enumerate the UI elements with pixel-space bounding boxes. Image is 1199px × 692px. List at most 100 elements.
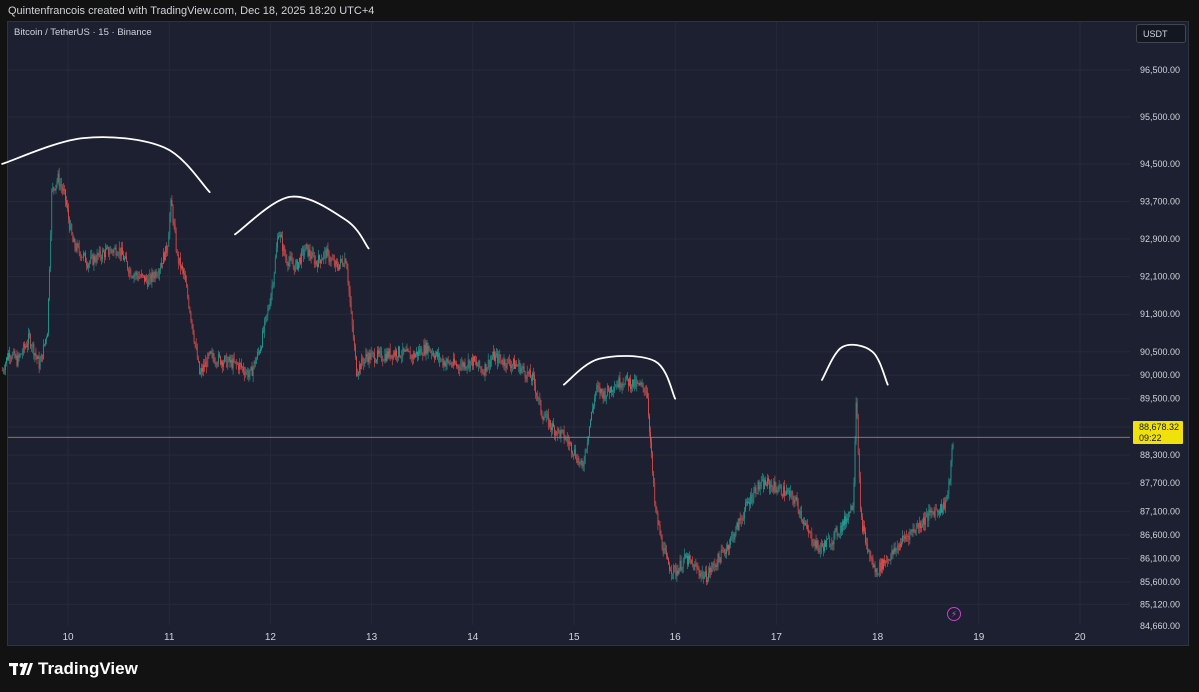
candle-body (882, 559, 883, 569)
candle-body (818, 547, 820, 553)
candle-body (454, 358, 455, 364)
candle-body (706, 571, 707, 582)
annotation-arc (821, 343, 889, 386)
candle-body (341, 259, 343, 262)
candle-body (310, 256, 312, 259)
candle-body (56, 180, 58, 185)
x-tick-label: 17 (771, 632, 783, 643)
candle-body (521, 368, 523, 369)
candle-body (479, 360, 481, 368)
candle-body (224, 356, 225, 363)
candle-body (632, 379, 633, 387)
candle-body (693, 563, 695, 571)
candle-body (639, 383, 641, 386)
candle-body (434, 356, 435, 359)
candle-body (828, 538, 830, 540)
candle-body (614, 387, 616, 391)
candle-body (215, 362, 217, 365)
candle-body (874, 565, 876, 573)
candle-body (130, 269, 132, 277)
candle-body (623, 384, 625, 386)
candle-body (327, 248, 329, 252)
candle-body (840, 526, 842, 532)
candle-body (814, 540, 816, 546)
candle-body (197, 359, 199, 362)
candle-body (292, 263, 294, 266)
currency-selector[interactable]: USDT (1136, 24, 1186, 43)
candle-body (638, 382, 640, 386)
candle-body (911, 530, 913, 532)
candle-body (667, 556, 668, 559)
candle-body (138, 276, 140, 279)
candle-body (727, 545, 728, 550)
candle-body (318, 255, 319, 268)
candle-body (676, 570, 678, 576)
candle-body (371, 352, 373, 354)
candle-body (242, 367, 243, 368)
candle-body (863, 525, 864, 532)
candle-body (299, 257, 300, 263)
chart-frame[interactable] (7, 21, 1189, 646)
candle-body (437, 351, 438, 358)
candle-body (544, 417, 546, 418)
candle-body (660, 534, 662, 537)
candle-body (381, 351, 383, 361)
candle-body (376, 359, 377, 363)
lightning-alert-icon[interactable]: ⚡ (947, 607, 961, 621)
candle-body (931, 510, 933, 513)
candle-body (765, 480, 766, 485)
candle-body (613, 390, 614, 392)
candle-body (240, 363, 241, 364)
candle-body (178, 257, 180, 264)
candle-body (403, 347, 405, 352)
tradingview-logo[interactable]: TradingView (9, 659, 138, 679)
candle-body (149, 274, 151, 279)
candle-body (616, 384, 618, 387)
candle-body (721, 549, 723, 552)
candle-body (264, 320, 266, 332)
y-tick-label: 87,100.00 (1140, 506, 1180, 516)
candle-body (637, 381, 639, 383)
candle-body (723, 549, 725, 553)
candle-body (781, 494, 783, 497)
candle-body (234, 361, 236, 362)
candle-body (935, 509, 937, 511)
candle-body (590, 420, 591, 427)
candle-body (195, 344, 197, 348)
candle-body (768, 478, 769, 481)
candle-body (177, 253, 179, 264)
candle-body (514, 358, 515, 369)
candle-body (845, 516, 846, 524)
candle-body (345, 258, 347, 264)
y-tick-label: 92,100.00 (1140, 272, 1180, 282)
candle-body (799, 511, 801, 515)
candle-body (625, 374, 627, 379)
candle-body (904, 536, 905, 539)
candle-body (24, 344, 25, 348)
annotation-arc (562, 355, 677, 400)
candle-body (761, 479, 763, 481)
candle-body (900, 543, 901, 548)
candle-body (112, 250, 114, 253)
candle-body (90, 256, 92, 262)
candle-body (896, 545, 898, 549)
candle-body (459, 368, 461, 370)
candle-body (306, 244, 308, 245)
candle-body (630, 378, 631, 389)
candle-body (355, 346, 356, 357)
candle-body (302, 249, 304, 251)
candle-body (408, 351, 410, 353)
candle-body (119, 247, 121, 256)
candle-body (550, 420, 551, 428)
candle-body (301, 250, 302, 264)
candle-body (771, 484, 773, 487)
candle-body (936, 509, 938, 512)
candle-body (589, 426, 590, 437)
candle-body (227, 361, 229, 368)
candle-body (322, 258, 324, 261)
candle-body (307, 244, 309, 257)
candle-body (832, 542, 834, 545)
candle-body (744, 510, 745, 519)
candle-body (414, 353, 415, 358)
